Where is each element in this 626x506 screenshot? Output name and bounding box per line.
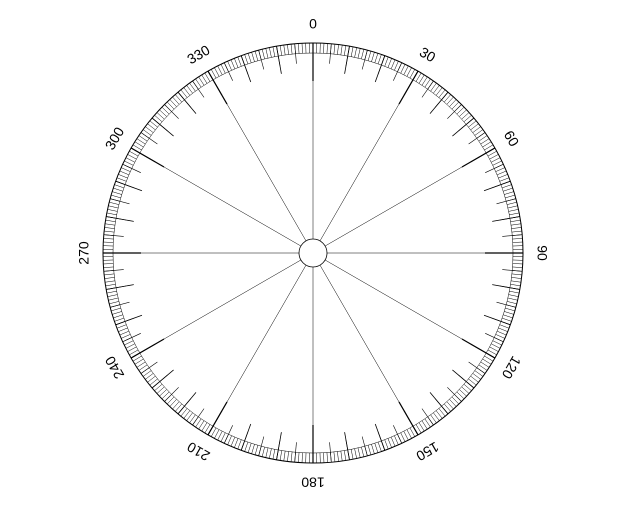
hub (299, 239, 327, 267)
degree-label: 90 (534, 245, 550, 261)
degree-label: 0 (309, 16, 317, 32)
protractor-gauge: 0306090120150180210240270300330 (0, 0, 626, 506)
degree-label: 180 (301, 474, 325, 490)
degree-label: 270 (76, 241, 92, 265)
